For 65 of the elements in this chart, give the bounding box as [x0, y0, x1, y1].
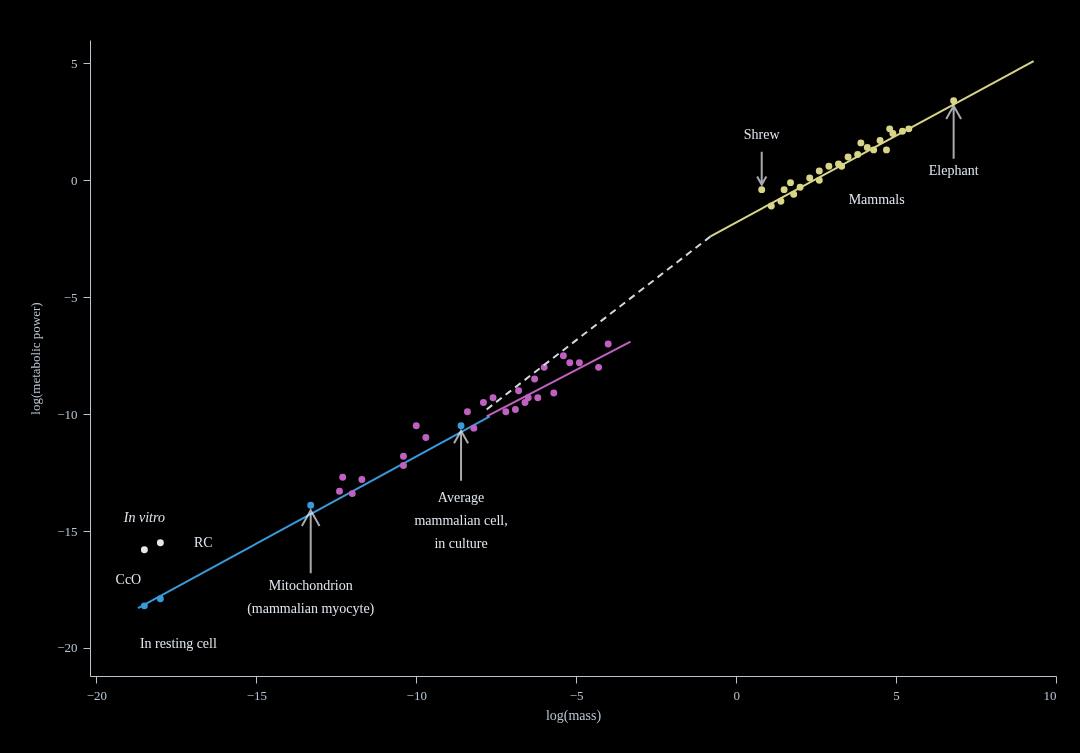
point [787, 179, 794, 187]
y-tick-label: −5 [63, 289, 78, 305]
point [595, 363, 603, 371]
point [479, 398, 487, 406]
point [876, 137, 884, 144]
point [307, 501, 315, 509]
y-tick-label: −15 [57, 523, 78, 539]
point [531, 375, 539, 383]
point [559, 352, 567, 360]
y-tick-label: 5 [71, 55, 78, 71]
point [566, 359, 574, 367]
point [358, 476, 366, 484]
annotation: Mammals [848, 191, 905, 207]
point [863, 144, 871, 152]
point [844, 153, 852, 161]
x-tick-label: 10 [1043, 687, 1057, 703]
x-tick-label: −5 [569, 687, 584, 703]
point [140, 546, 148, 554]
y-tick-label: −10 [57, 406, 78, 422]
point [348, 490, 356, 498]
x-tick-label: −15 [246, 687, 267, 703]
point [457, 422, 465, 430]
point [604, 340, 612, 348]
point [521, 398, 529, 406]
point [883, 146, 890, 154]
annotation: RC [194, 534, 213, 550]
x-tick-label: −10 [406, 687, 427, 703]
point [950, 97, 958, 105]
annotation: Shrew [743, 126, 781, 142]
point [825, 162, 833, 170]
annotation: Mitochondrion (mammalian myocyte) [247, 577, 375, 617]
point [336, 487, 343, 495]
y-tick-label: −20 [57, 640, 78, 656]
point [806, 174, 814, 182]
point [886, 125, 894, 133]
point [515, 387, 523, 395]
point [511, 405, 519, 413]
annotation: Elephant [928, 162, 979, 178]
point [400, 452, 407, 460]
point [422, 434, 430, 441]
point [489, 394, 497, 402]
point [339, 473, 347, 481]
point [534, 394, 542, 402]
point [412, 422, 420, 430]
point [502, 408, 510, 416]
point [470, 424, 478, 432]
annotation: CcO [115, 571, 142, 587]
point [575, 359, 583, 367]
y-axis-title: log(metabolic power) [28, 302, 44, 415]
x-tick-label: −20 [86, 687, 108, 703]
point [857, 139, 865, 147]
x-tick-label: 5 [893, 687, 900, 703]
annotation: In resting cell [139, 635, 217, 651]
point [156, 539, 164, 547]
y-tick-label: 0 [71, 172, 78, 188]
point [550, 389, 558, 397]
point [815, 167, 823, 175]
annotation: Average mammalian cell, in culture [414, 489, 508, 551]
annotation: In vitro [122, 509, 165, 525]
point [400, 462, 407, 470]
x-tick-label: 0 [733, 687, 740, 703]
point [758, 186, 766, 194]
point [780, 186, 788, 194]
x-axis-title: log(mass) [545, 707, 602, 724]
point [463, 408, 471, 416]
